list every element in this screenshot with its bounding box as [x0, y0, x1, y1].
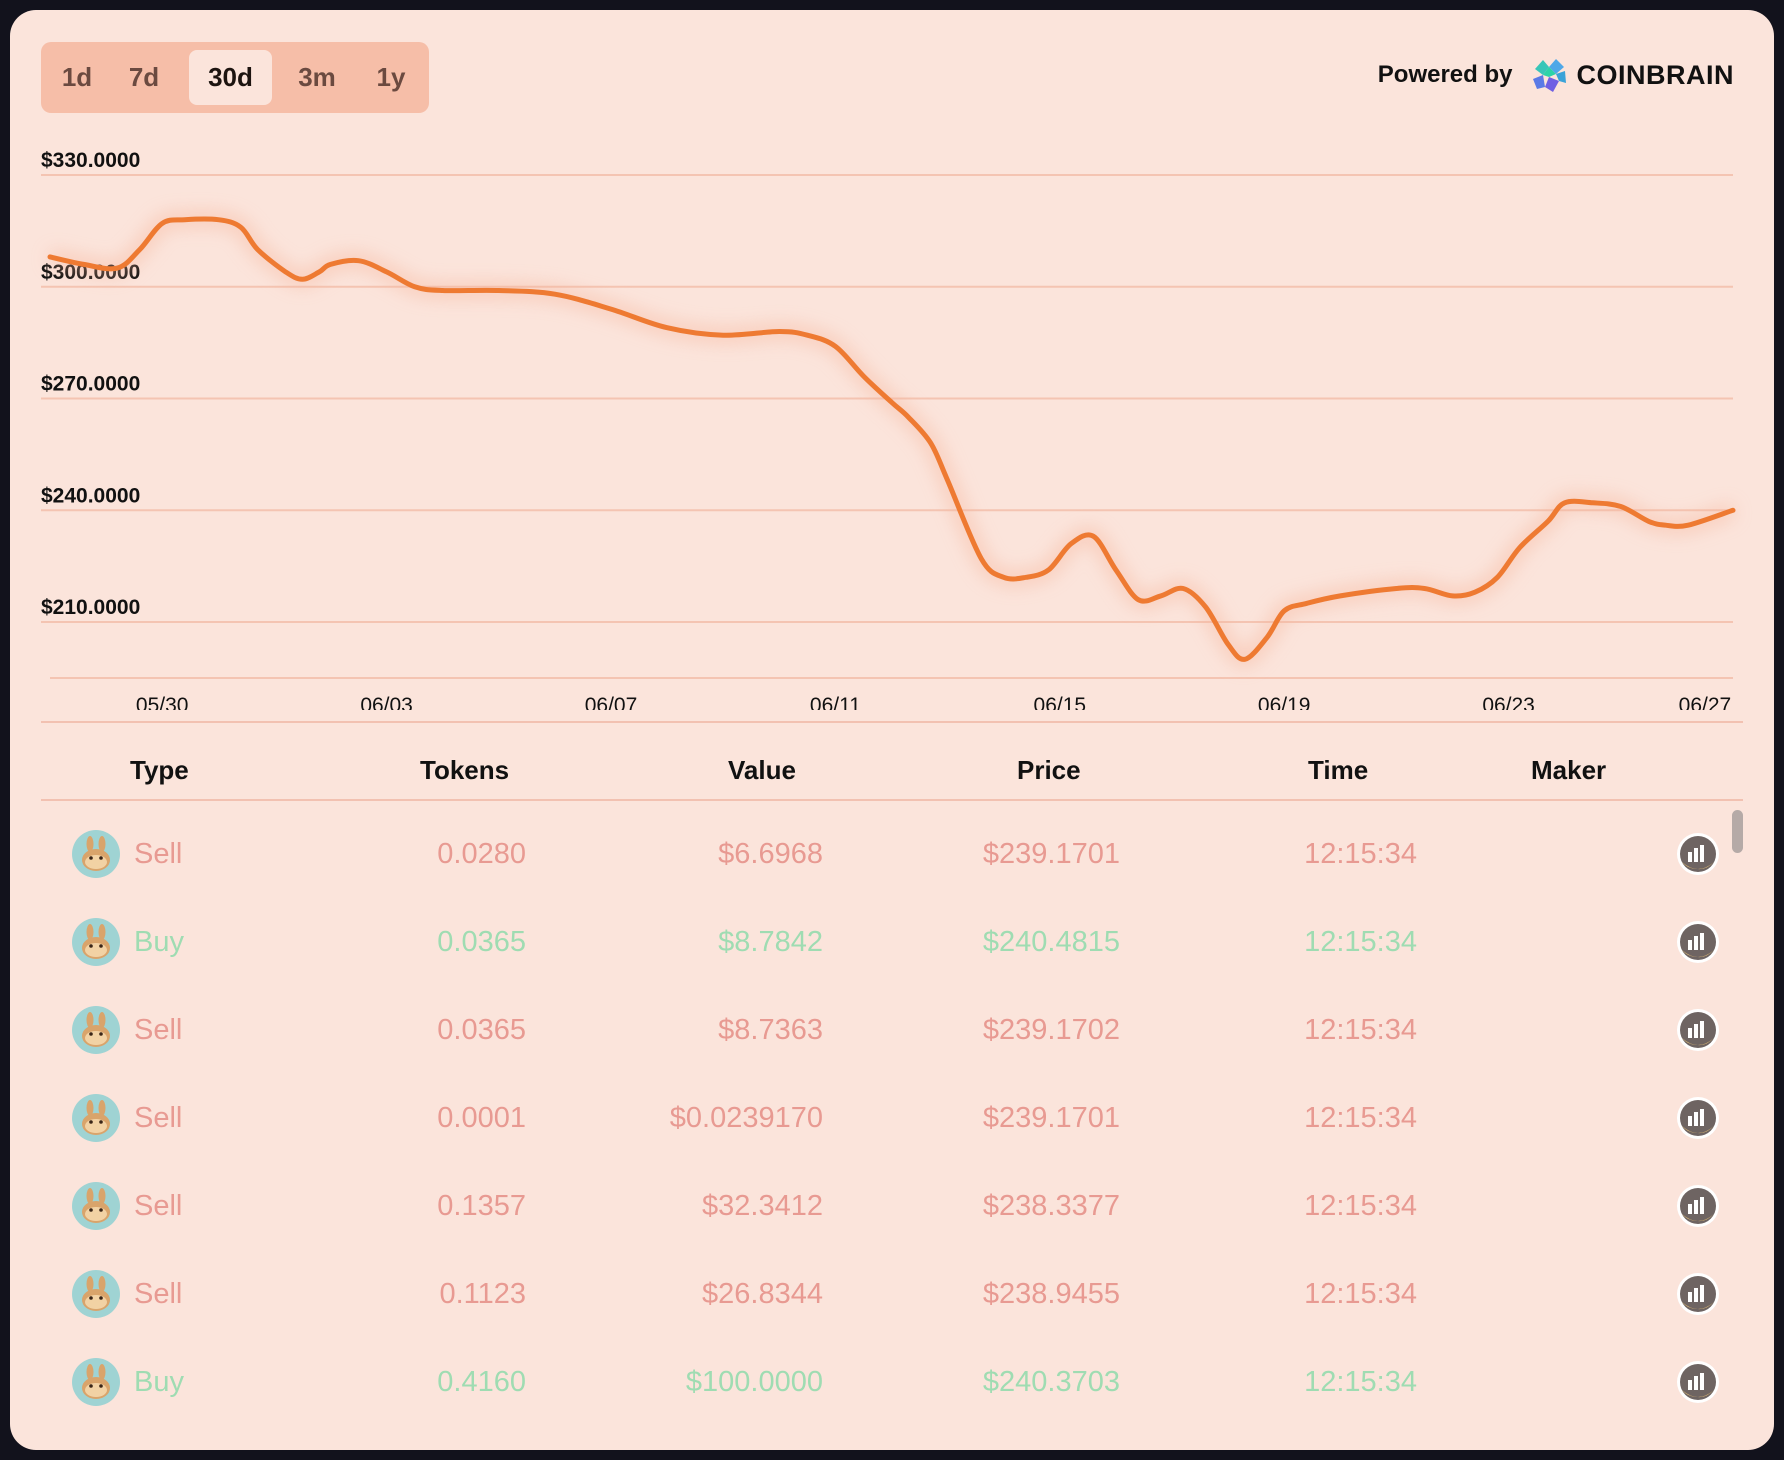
header-maker: Maker — [1531, 755, 1607, 785]
pancakeswap-icon — [72, 1182, 120, 1230]
table-row[interactable]: Sell 0.0001 $0.0239170 $239.1701 12:15:3… — [10, 1074, 1774, 1162]
coinbrain-brand-name: COINBRAIN — [1576, 59, 1734, 90]
table-row[interactable]: Sell 0.1357 $32.3412 $238.3377 12:15:34 — [10, 1162, 1774, 1250]
trade-value: $8.7363 — [718, 1014, 823, 1046]
header-divider — [41, 799, 1743, 801]
table-row[interactable]: Sell 0.0280 $6.6968 $239.1701 12:15:34 — [10, 810, 1774, 898]
trade-tokens: 0.0365 — [437, 1014, 526, 1046]
trade-tokens: 0.0280 — [437, 838, 526, 870]
trade-price: $238.9455 — [982, 1278, 1120, 1310]
x-tick-label: 05/30 — [136, 694, 189, 710]
trade-type: Sell — [134, 1278, 183, 1310]
maker-avatar-icon[interactable] — [1676, 1360, 1720, 1404]
trade-time: 12:15:34 — [1304, 1014, 1417, 1046]
trade-type: Buy — [134, 926, 184, 958]
trade-time: 12:15:34 — [1304, 1102, 1417, 1134]
x-tick-label: 06/27 — [1679, 694, 1732, 710]
trade-type: Sell — [134, 838, 183, 870]
trade-type: Buy — [134, 1366, 184, 1398]
timeframe-selector: 1d 7d 30d 3m 1y — [41, 42, 429, 113]
coinbrain-logo-icon — [1532, 59, 1566, 92]
y-tick-label: $270.0000 — [41, 373, 140, 396]
x-tick-label: 06/19 — [1258, 694, 1311, 710]
trade-price: $238.3377 — [982, 1190, 1120, 1222]
x-tick-label: 06/15 — [1034, 694, 1087, 710]
pancakeswap-icon — [72, 1094, 120, 1142]
trade-value: $26.8344 — [702, 1278, 823, 1310]
price-series-line — [47, 216, 1736, 662]
table-row[interactable]: Buy 0.4160 $100.0000 $240.3703 12:15:34 — [10, 1338, 1774, 1426]
trading-widget: 1d 7d 30d 3m 1y Powered by COINBRAIN $33… — [10, 10, 1774, 1450]
trade-tokens: 0.1123 — [439, 1278, 526, 1310]
x-tick-label: 06/11 — [810, 694, 861, 710]
trade-tokens: 0.4160 — [437, 1366, 526, 1398]
powered-by[interactable]: Powered by COINBRAIN — [1378, 55, 1734, 95]
timeframe-7d-button[interactable]: 7d — [128, 62, 160, 92]
maker-avatar-icon[interactable] — [1676, 1272, 1720, 1316]
x-tick-label: 06/07 — [585, 694, 638, 710]
y-tick-label: $240.0000 — [41, 484, 140, 507]
y-tick-label: $330.0000 — [41, 149, 140, 172]
trade-time: 12:15:34 — [1304, 1190, 1417, 1222]
header-type: Type — [130, 755, 189, 785]
maker-avatar-icon[interactable] — [1676, 1096, 1720, 1140]
trade-time: 12:15:34 — [1304, 926, 1417, 958]
maker-avatar-icon[interactable] — [1676, 832, 1720, 876]
trade-price: $240.4815 — [982, 926, 1120, 958]
x-tick-label: 06/23 — [1482, 694, 1535, 710]
trade-value: $0.0239170 — [669, 1102, 823, 1134]
trade-price: $239.1701 — [982, 838, 1120, 870]
pancakeswap-icon — [72, 1006, 120, 1054]
maker-avatar-icon[interactable] — [1676, 920, 1720, 964]
trade-tokens: 0.0365 — [437, 926, 526, 958]
table-row[interactable]: Sell 0.0365 $8.7363 $239.1702 12:15:34 — [10, 986, 1774, 1074]
trade-time: 12:15:34 — [1304, 1366, 1417, 1398]
maker-avatar-icon[interactable] — [1676, 1008, 1720, 1052]
pancakeswap-icon — [72, 1270, 120, 1318]
table-row[interactable]: Sell 0.1123 $26.8344 $238.9455 12:15:34 — [10, 1250, 1774, 1338]
chart-divider — [41, 721, 1743, 723]
trade-value: $32.3412 — [702, 1190, 823, 1222]
pancakeswap-icon — [72, 830, 120, 878]
timeframe-1y-button[interactable]: 1y — [376, 62, 406, 92]
header-tokens: Tokens — [420, 755, 510, 785]
pancakeswap-icon — [72, 918, 120, 966]
header-time: Time — [1308, 755, 1369, 785]
timeframe-3m-button[interactable]: 3m — [298, 62, 336, 92]
trade-price: $240.3703 — [982, 1366, 1120, 1398]
price-chart: $330.0000$300.0000$270.0000$240.0000$210… — [41, 149, 1736, 710]
trade-value: $100.0000 — [685, 1366, 823, 1398]
maker-avatar-icon[interactable] — [1676, 1184, 1720, 1228]
timeframe-1d-button[interactable]: 1d — [61, 62, 93, 92]
pancakeswap-icon — [72, 1358, 120, 1406]
trade-type: Sell — [134, 1190, 183, 1222]
trade-tokens: 0.0001 — [437, 1102, 526, 1134]
trade-tokens: 0.1357 — [437, 1190, 526, 1222]
powered-by-label: Powered by — [1377, 61, 1513, 88]
trade-time: 12:15:34 — [1304, 1278, 1417, 1310]
trade-value: $6.6968 — [718, 838, 823, 870]
x-tick-label: 06/03 — [360, 694, 413, 710]
trade-time: 12:15:34 — [1304, 838, 1417, 870]
header-price: Price — [1017, 755, 1081, 785]
trade-price: $239.1701 — [982, 1102, 1120, 1134]
header-value: Value — [728, 755, 796, 785]
table-row[interactable]: Buy 0.0365 $8.7842 $240.4815 12:15:34 — [10, 898, 1774, 986]
trade-value: $8.7842 — [718, 926, 823, 958]
y-tick-label: $210.0000 — [41, 596, 140, 619]
scrollbar-thumb[interactable] — [1732, 810, 1743, 853]
timeframe-30d-button[interactable]: 30d — [189, 50, 272, 105]
trade-type: Sell — [134, 1014, 183, 1046]
trade-price: $239.1702 — [982, 1014, 1120, 1046]
price-line-glow — [48, 212, 1736, 667]
trade-type: Sell — [134, 1102, 183, 1134]
